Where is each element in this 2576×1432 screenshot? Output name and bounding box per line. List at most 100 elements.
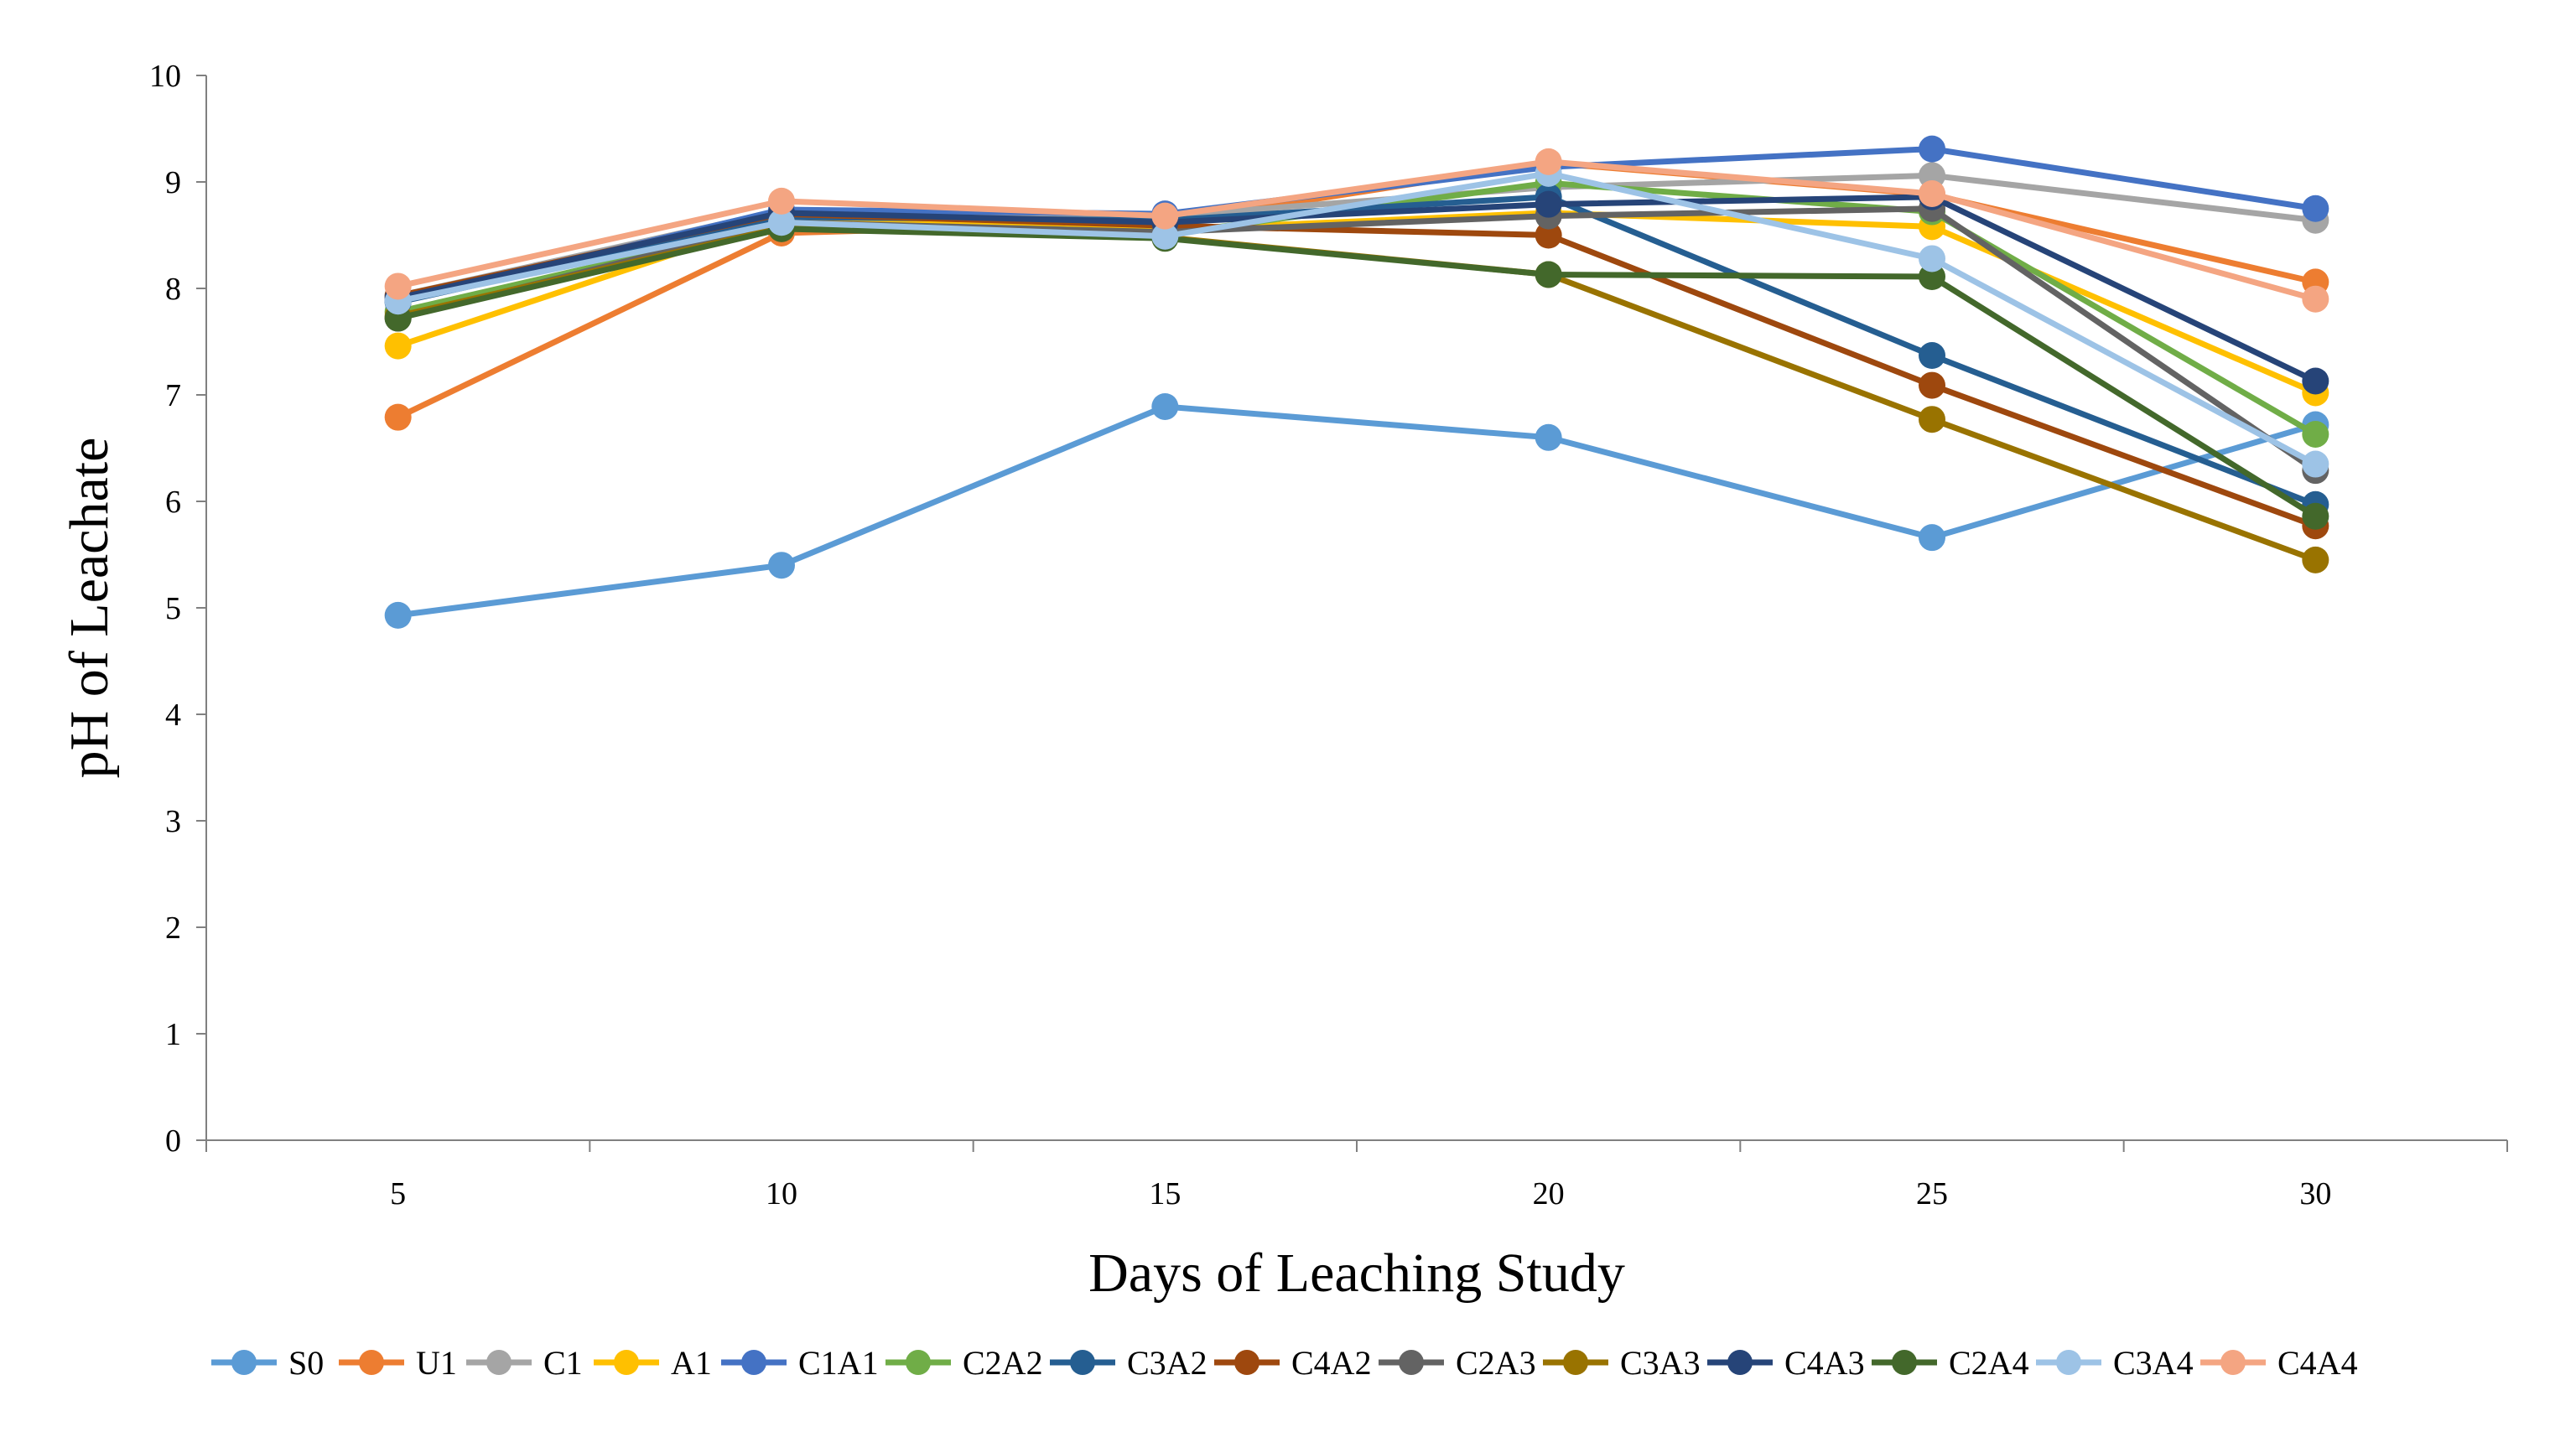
legend-label: C3A4 xyxy=(2113,1344,2194,1382)
legend-label: C4A2 xyxy=(1291,1344,1372,1382)
data-point xyxy=(2302,285,2329,313)
y-tick-label: 6 xyxy=(165,485,181,520)
data-point xyxy=(1151,202,1179,230)
data-point xyxy=(2302,195,2329,222)
data-point xyxy=(768,187,795,215)
y-tick-label: 10 xyxy=(149,59,181,94)
y-tick-label: 1 xyxy=(165,1017,181,1052)
legend-marker xyxy=(1070,1350,1095,1375)
legend-label: C2A4 xyxy=(1949,1344,2029,1382)
data-point xyxy=(1535,221,1562,249)
x-tick-label: 15 xyxy=(1149,1176,1181,1211)
x-tick-label: 30 xyxy=(2299,1176,2331,1211)
series-line xyxy=(397,170,2317,467)
legend-label: C4A4 xyxy=(2277,1344,2358,1382)
y-axis-title: pH of Leachate xyxy=(59,438,120,779)
data-point xyxy=(384,403,412,431)
y-tick-label: 0 xyxy=(165,1123,181,1159)
legend-marker xyxy=(1399,1350,1424,1375)
data-point xyxy=(1919,135,1945,163)
data-point xyxy=(1919,342,1945,370)
legend-marker xyxy=(1563,1350,1588,1375)
x-tick-label: 5 xyxy=(390,1176,406,1211)
data-point xyxy=(1919,524,1945,552)
data-point xyxy=(1535,261,1562,288)
data-point xyxy=(2302,367,2329,395)
series-line xyxy=(397,403,2317,619)
data-point xyxy=(1151,392,1179,420)
legend-item-C3A4: C3A4 xyxy=(2036,1344,2194,1382)
legend-marker xyxy=(359,1350,384,1375)
x-tick-label: 25 xyxy=(1916,1176,1948,1211)
legend-label: C2A3 xyxy=(1456,1344,1536,1382)
x-tick-label: 10 xyxy=(766,1176,797,1211)
y-tick-label: 8 xyxy=(165,272,181,307)
legend-label: C1A1 xyxy=(798,1344,879,1382)
data-point xyxy=(1919,245,1945,272)
data-point xyxy=(2302,502,2329,530)
y-tick-label: 9 xyxy=(165,165,181,200)
legend-marker xyxy=(906,1350,931,1375)
legend-label: C2A2 xyxy=(963,1344,1043,1382)
series-line xyxy=(397,194,2317,508)
legend-item-C2A2: C2A2 xyxy=(886,1344,1043,1382)
data-point xyxy=(2302,546,2329,573)
legend-marker xyxy=(2220,1350,2246,1375)
legend-item-C3A2: C3A2 xyxy=(1050,1344,1208,1382)
data-point xyxy=(2302,450,2329,478)
legend-marker xyxy=(231,1350,257,1375)
data-point xyxy=(384,272,412,300)
x-tick-label: 20 xyxy=(1533,1176,1565,1211)
legend-label: U1 xyxy=(416,1344,457,1382)
legend-marker xyxy=(741,1350,766,1375)
legend-item-C4A3: C4A3 xyxy=(1707,1344,1865,1382)
legend-item-C2A4: C2A4 xyxy=(1872,1344,2029,1382)
y-tick-label: 5 xyxy=(165,591,181,626)
legend-label: S0 xyxy=(288,1344,324,1382)
legend-item-A1: A1 xyxy=(594,1344,712,1382)
legend-item-U1: U1 xyxy=(339,1344,457,1382)
y-tick-label: 4 xyxy=(165,698,181,733)
series-layer xyxy=(384,135,2329,629)
data-point xyxy=(1919,406,1945,433)
legend-label: C3A3 xyxy=(1620,1344,1701,1382)
series-C4A4 xyxy=(384,148,2329,313)
data-point xyxy=(1535,148,1562,175)
legend-marker xyxy=(1234,1350,1259,1375)
y-tick-label: 3 xyxy=(165,804,181,839)
legend-marker xyxy=(2056,1350,2081,1375)
series-line xyxy=(397,194,2317,384)
series-line xyxy=(397,226,2318,519)
legend-label: A1 xyxy=(671,1344,712,1382)
legend-item-C1A1: C1A1 xyxy=(721,1344,879,1382)
data-point xyxy=(1151,222,1179,250)
axes: 0 1 2 3 4 5 6 7 8 9 10 5 10 15 20 25 30 xyxy=(149,59,2508,1211)
data-point xyxy=(384,601,412,629)
legend-item-C4A2: C4A2 xyxy=(1214,1344,1372,1382)
legend-marker xyxy=(1892,1350,1917,1375)
legend-item-C4A4: C4A4 xyxy=(2200,1344,2358,1382)
data-point xyxy=(1535,423,1562,451)
data-point xyxy=(1535,190,1562,218)
data-point xyxy=(1919,371,1945,399)
legend-item-C3A3: C3A3 xyxy=(1543,1344,1701,1382)
data-point xyxy=(2302,420,2329,448)
legend-label: C4A3 xyxy=(1784,1344,1865,1382)
y-tick-label: 7 xyxy=(165,378,181,413)
x-axis-title: Days of Leaching Study xyxy=(1088,1243,1625,1304)
legend-label: C1 xyxy=(543,1344,583,1382)
legend-item-C2A3: C2A3 xyxy=(1379,1344,1536,1382)
legend: S0 U1 C1 A1 C1A1 C2A2 C3A2 C4A2 C2A3 C3A3 C4A3 C2A4… xyxy=(211,1344,2358,1382)
y-tick-label: 2 xyxy=(165,911,181,946)
legend-marker xyxy=(614,1350,639,1375)
legend-marker xyxy=(1727,1350,1753,1375)
data-point xyxy=(768,552,795,579)
data-point xyxy=(768,209,795,236)
legend-item-S0: S0 xyxy=(211,1344,324,1382)
data-point xyxy=(1919,179,1945,207)
data-point xyxy=(384,332,412,360)
legend-item-C1: C1 xyxy=(466,1344,583,1382)
series-line xyxy=(397,158,2317,303)
